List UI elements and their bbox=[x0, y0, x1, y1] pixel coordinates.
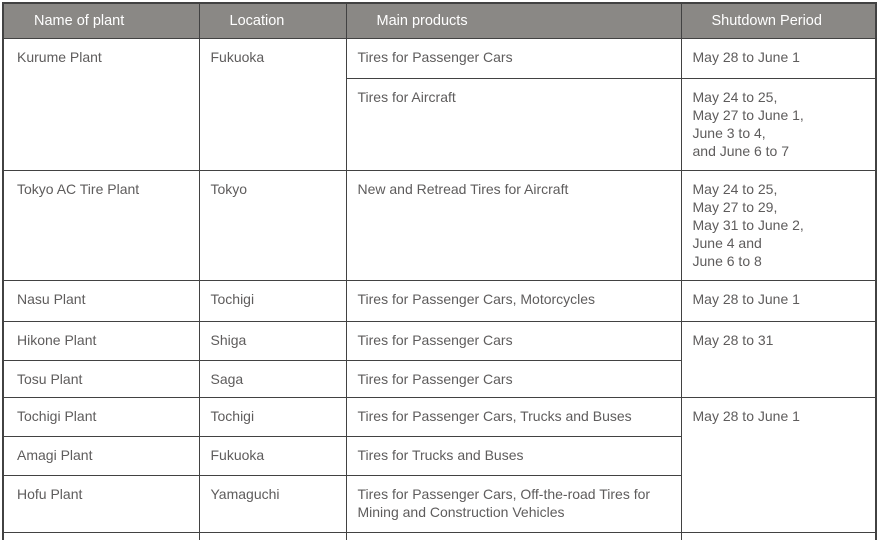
column-header-name-of-plant: Name of plant bbox=[2, 2, 200, 39]
plant-name-cell: Kurume Plant bbox=[2, 37, 200, 171]
column-header-main-products: Main products bbox=[345, 2, 682, 39]
product-cell bbox=[345, 531, 682, 540]
plant-name-cell: Amagi Plant bbox=[2, 435, 200, 476]
shutdown-period-cell: May 28 to June 1 bbox=[680, 396, 877, 533]
header-row: Name of plant Location Main products Shu… bbox=[2, 2, 877, 39]
product-cell: New and Retread Tires for Aircraft bbox=[345, 169, 682, 281]
plant-name-cell: Tochigi Plant bbox=[2, 396, 200, 437]
table-row-tochigi: Tochigi Plant Tochigi Tires for Passenge… bbox=[2, 396, 877, 533]
shutdown-period-cell: May 24 to 25, May 27 to June 1, June 3 t… bbox=[680, 77, 877, 171]
shutdown-period-cell: May 28 to June 1 bbox=[680, 37, 877, 79]
plant-name-cell: Hofu Plant bbox=[2, 474, 200, 533]
table-row-hofu: Hofu Plant Yamaguchi Tires for Passenger… bbox=[2, 474, 876, 533]
table-header: Name of plant Location Main products Shu… bbox=[2, 2, 877, 39]
location-cell: Tochigi bbox=[198, 396, 347, 437]
plant-name-cell bbox=[2, 531, 200, 540]
product-cell: Tires for Passenger Cars bbox=[345, 37, 682, 79]
product-cell: Tires for Passenger Cars bbox=[345, 320, 682, 361]
table-row-partial bbox=[2, 531, 877, 540]
plant-name-cell: Hikone Plant bbox=[2, 320, 200, 361]
column-header-location: Location bbox=[198, 2, 347, 39]
plant-name-cell: Nasu Plant bbox=[2, 279, 200, 322]
product-cell: Tires for Passenger Cars bbox=[345, 359, 682, 398]
table-row-nasu: Nasu Plant Tochigi Tires for Passenger C… bbox=[2, 279, 877, 322]
location-cell: Yamaguchi bbox=[198, 474, 347, 533]
table-row-kurume-aircraft: Tires for Aircraft May 24 to 25, May 27 … bbox=[3, 77, 877, 171]
location-cell: Tokyo bbox=[198, 169, 347, 281]
product-cell: Tires for Trucks and Buses bbox=[345, 435, 682, 476]
location-cell bbox=[198, 531, 347, 540]
product-cell: Tires for Passenger Cars, Off-the-road T… bbox=[345, 474, 682, 533]
location-cell: Tochigi bbox=[198, 279, 347, 322]
table-row-tokyo-ac: Tokyo AC Tire Plant Tokyo New and Retrea… bbox=[2, 169, 877, 281]
product-cell: Tires for Passenger Cars, Trucks and Bus… bbox=[345, 396, 682, 437]
shutdown-period-cell: May 28 to June 1 bbox=[680, 279, 877, 322]
table-row-hikone: Hikone Plant Shiga Tires for Passenger C… bbox=[2, 320, 877, 398]
plant-name-cell: Tokyo AC Tire Plant bbox=[2, 169, 200, 281]
table-body: Kurume Plant Fukuoka Tires for Passenger… bbox=[2, 37, 877, 540]
table-row-tosu: Tosu Plant Saga Tires for Passenger Cars bbox=[2, 359, 876, 398]
shutdown-period-cell: May 28 to 31 bbox=[680, 320, 877, 398]
column-header-shutdown-period: Shutdown Period bbox=[680, 2, 877, 39]
shutdown-period-cell: May 24 to 25, May 27 to 29, May 31 to Ju… bbox=[680, 169, 877, 281]
product-cell: Tires for Passenger Cars, Motorcycles bbox=[345, 279, 682, 322]
table-row-amagi: Amagi Plant Fukuoka Tires for Trucks and… bbox=[2, 435, 876, 476]
location-cell: Saga bbox=[198, 359, 347, 398]
shutdown-period-cell bbox=[680, 531, 877, 540]
product-cell: Tires for Aircraft bbox=[345, 77, 682, 171]
table-row-kurume-passenger: Kurume Plant Fukuoka Tires for Passenger… bbox=[2, 37, 877, 171]
location-cell: Fukuoka bbox=[198, 37, 347, 171]
plant-name-cell: Tosu Plant bbox=[2, 359, 200, 398]
location-cell: Shiga bbox=[198, 320, 347, 361]
location-cell: Fukuoka bbox=[198, 435, 347, 476]
